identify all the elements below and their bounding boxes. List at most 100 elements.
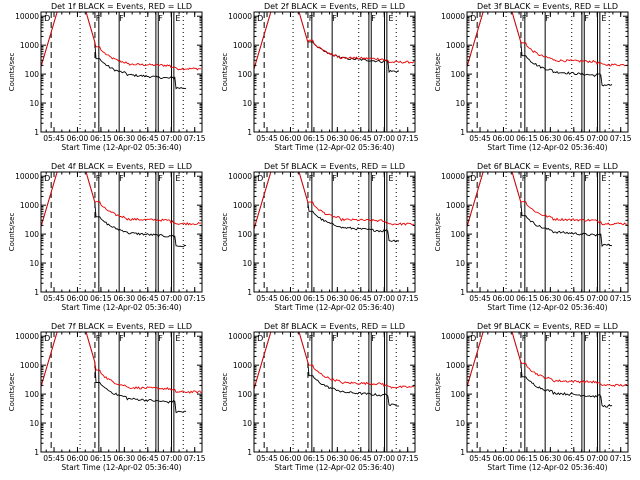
segment-marker-label: F <box>119 14 124 23</box>
lld-series-line <box>41 12 202 71</box>
y-tick-label: 1000 <box>233 201 252 210</box>
segment-marker-label: F <box>158 14 163 23</box>
segment-marker-label: F <box>309 14 314 23</box>
y-tick-label: 10000 <box>15 12 39 21</box>
x-tick-label: 06:15 <box>516 454 538 463</box>
panel-frame <box>253 171 416 293</box>
panel-frame <box>466 331 629 453</box>
x-tick-label: 07:00 <box>160 454 182 463</box>
panel-frame <box>40 331 203 453</box>
events-series-line <box>41 332 187 414</box>
y-tick-label: 100 <box>238 230 253 239</box>
y-axis-label: Counts/sec <box>221 53 229 92</box>
x-tick-label: 05:45 <box>43 454 65 463</box>
segment-marker-label: E <box>175 174 180 183</box>
segment-marker-label: E <box>388 14 393 23</box>
x-tick-label: 07:15 <box>184 294 206 303</box>
segment-marker-label: E <box>175 334 180 343</box>
y-tick-label: 10 <box>455 259 465 268</box>
panel-title: Det 3f BLACK = Events, RED = LLD <box>477 2 618 11</box>
segment-marker-label: F <box>522 14 527 23</box>
segment-marker-label: F <box>522 334 527 343</box>
segment-marker-label: F <box>332 334 337 343</box>
x-tick-label: 05:45 <box>469 134 491 143</box>
panel-frame <box>40 11 203 133</box>
x-tick-label: 07:00 <box>373 294 395 303</box>
y-tick-label: 100 <box>451 70 466 79</box>
x-axis-label: Start Time (12-Apr-02 05:36:40) <box>274 143 394 152</box>
segment-marker-label: D <box>257 14 263 23</box>
y-tick-label: 1000 <box>20 41 39 50</box>
segment-marker-label: F <box>584 14 589 23</box>
y-tick-label: 100 <box>25 70 40 79</box>
y-tick-label: 1 <box>247 128 252 137</box>
x-tick-label: 07:00 <box>373 134 395 143</box>
segment-marker-label: E <box>175 14 180 23</box>
y-tick-label: 1 <box>34 128 39 137</box>
lld-series-line <box>254 12 415 70</box>
segment-marker-label: F <box>545 14 550 23</box>
x-axis-label: Start Time (12-Apr-02 05:36:40) <box>61 463 181 472</box>
x-tick-label: 06:15 <box>303 454 325 463</box>
x-tick-label: 06:00 <box>493 454 515 463</box>
y-tick-label: 10 <box>29 99 39 108</box>
segment-marker-label: E <box>388 334 393 343</box>
x-tick-label: 06:15 <box>90 294 112 303</box>
panel-title: Det 2f BLACK = Events, RED = LLD <box>264 2 405 11</box>
x-tick-label: 06:45 <box>563 134 585 143</box>
panel-title: Det 7f BLACK = Events, RED = LLD <box>51 322 192 331</box>
segment-marker-label: F <box>309 174 314 183</box>
panel-title: Det 9f BLACK = Events, RED = LLD <box>477 322 618 331</box>
lld-series-line <box>254 332 415 390</box>
y-tick-label: 1 <box>34 288 39 297</box>
events-series-line <box>254 172 400 243</box>
x-axis-label: Start Time (12-Apr-02 05:36:40) <box>487 303 607 312</box>
x-tick-label: 07:00 <box>160 134 182 143</box>
segment-marker-label: F <box>371 14 376 23</box>
segment-marker-label: D <box>257 334 263 343</box>
panel-title: Det 5f BLACK = Events, RED = LLD <box>264 162 405 171</box>
x-tick-label: 06:45 <box>563 294 585 303</box>
events-series-line <box>254 12 400 74</box>
x-tick-label: 05:45 <box>256 294 278 303</box>
y-tick-label: 1 <box>460 448 465 457</box>
y-tick-label: 100 <box>238 390 253 399</box>
x-tick-label: 06:15 <box>516 294 538 303</box>
segment-marker-label: F <box>371 334 376 343</box>
x-tick-label: 06:45 <box>563 454 585 463</box>
y-tick-label: 10000 <box>228 12 252 21</box>
y-tick-label: 1 <box>247 288 252 297</box>
panel-title: Det 4f BLACK = Events, RED = LLD <box>51 162 192 171</box>
segment-marker-label: E <box>601 334 606 343</box>
x-tick-label: 06:15 <box>303 294 325 303</box>
x-axis-label: Start Time (12-Apr-02 05:36:40) <box>61 303 181 312</box>
x-tick-label: 06:15 <box>90 454 112 463</box>
segment-marker-label: F <box>545 174 550 183</box>
y-axis-label: Counts/sec <box>434 53 442 92</box>
x-tick-label: 05:45 <box>43 294 65 303</box>
x-tick-label: 06:00 <box>67 134 89 143</box>
x-axis-label: Start Time (12-Apr-02 05:36:40) <box>274 463 394 472</box>
x-tick-label: 06:00 <box>280 134 302 143</box>
y-tick-label: 1 <box>247 448 252 457</box>
panel-frame <box>466 171 629 293</box>
segment-marker-label: F <box>309 334 314 343</box>
y-tick-label: 1 <box>460 128 465 137</box>
panel-frame <box>253 331 416 453</box>
x-tick-label: 07:00 <box>373 454 395 463</box>
segment-marker-label: D <box>44 334 50 343</box>
y-tick-label: 100 <box>238 70 253 79</box>
y-tick-label: 10 <box>29 419 39 428</box>
x-tick-label: 06:45 <box>350 134 372 143</box>
segment-marker-label: F <box>96 334 101 343</box>
x-tick-label: 06:45 <box>350 294 372 303</box>
